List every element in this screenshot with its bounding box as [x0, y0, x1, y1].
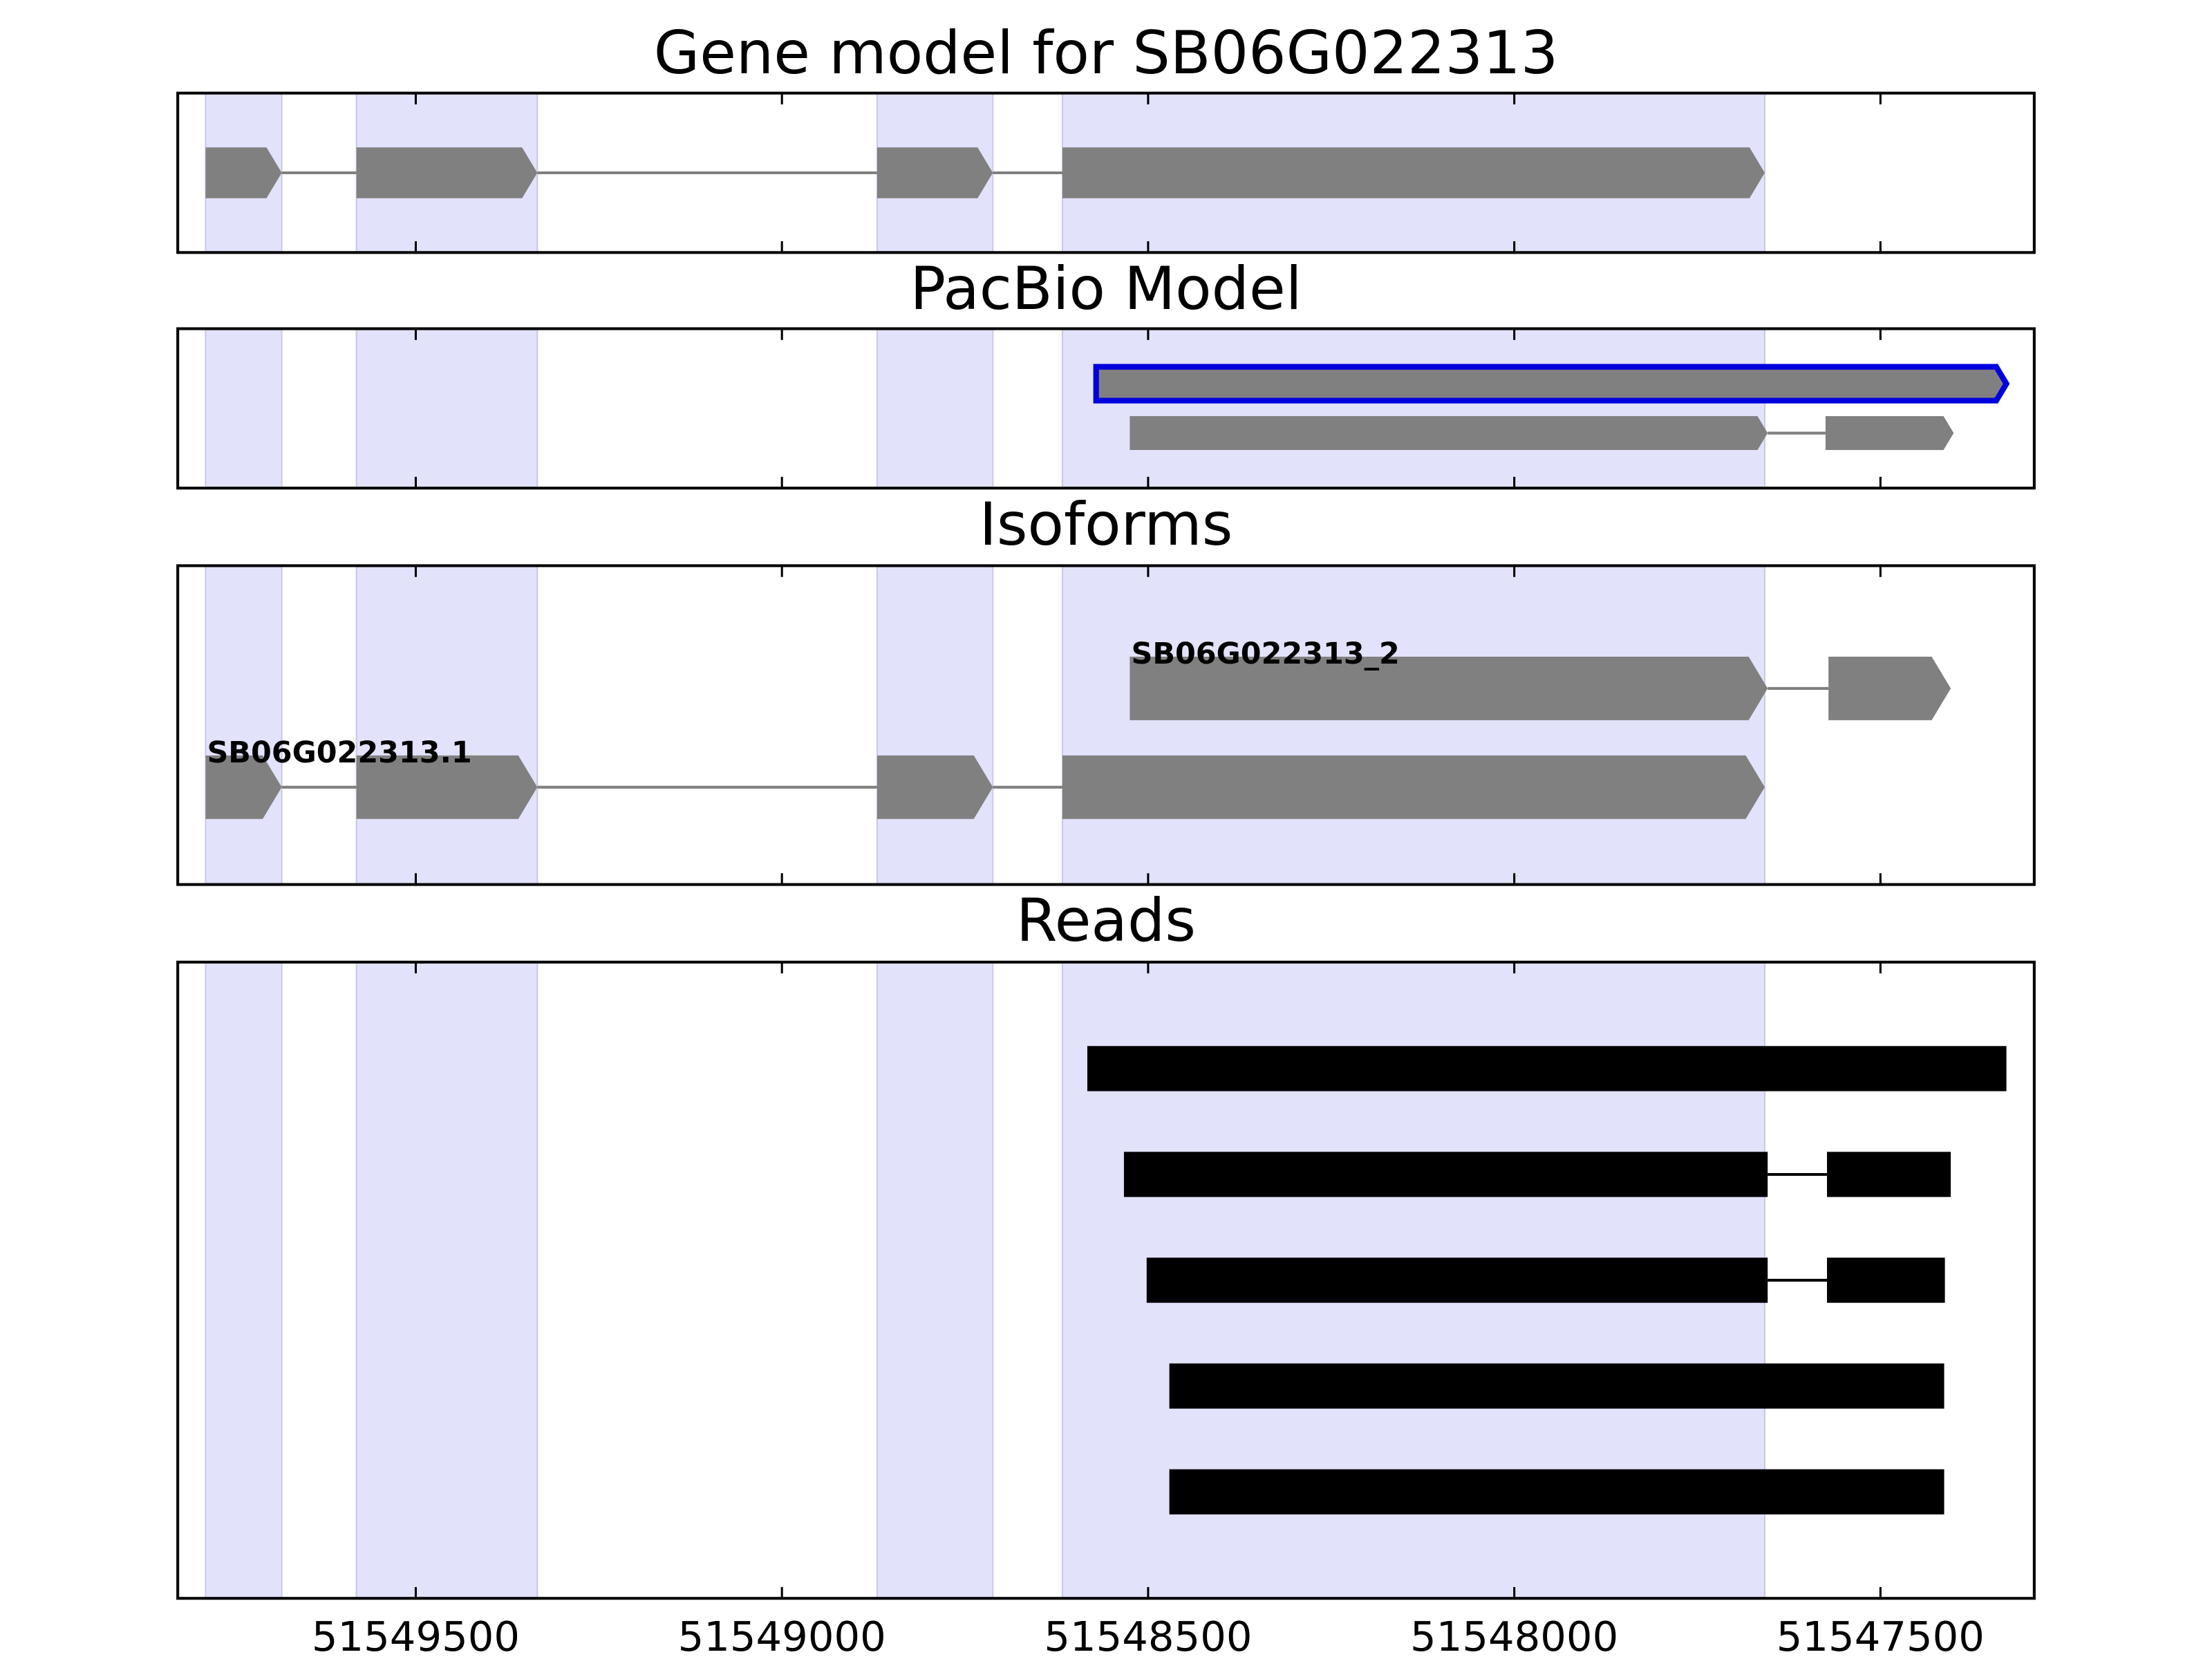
exon: [1062, 147, 1765, 198]
highlight-region: [205, 961, 283, 1600]
read-block: [1827, 1152, 1951, 1197]
panel-frame: [176, 564, 2036, 886]
highlight-region: [1061, 328, 1765, 489]
x-tick-label: 51548500: [1044, 1613, 1252, 1659]
highlight-region: [205, 565, 283, 885]
exon: [877, 755, 993, 819]
exon: [877, 147, 993, 198]
exon: [1825, 416, 1954, 451]
read-block: [1169, 1363, 1944, 1409]
exon: [1093, 364, 2010, 404]
highlight-region: [355, 328, 538, 489]
read-block: [1146, 1257, 1768, 1303]
highlight-region: [355, 565, 538, 885]
exon: [205, 147, 282, 198]
highlight-region: [876, 565, 994, 885]
exon: [205, 755, 282, 819]
isoform-label: SB06G022313_2: [1131, 637, 1399, 671]
x-tick-label: 51549000: [678, 1613, 886, 1659]
read-block: [1169, 1469, 1944, 1515]
exon: [356, 755, 538, 819]
panel-title: PacBio Model: [910, 254, 1302, 324]
isoform-label: SB06G022313.1: [207, 735, 471, 770]
panel-frame: [176, 91, 2036, 254]
exon: [1130, 657, 1768, 720]
exon: [1062, 755, 1765, 819]
panel-frame: [176, 960, 2036, 1600]
highlight-region: [876, 328, 994, 489]
x-tick-label: 51549500: [312, 1613, 520, 1659]
highlight-region: [205, 328, 283, 489]
exon: [1828, 657, 1951, 720]
highlight-region: [1061, 565, 1765, 885]
panel-frame: [176, 327, 2036, 490]
read-block: [1087, 1046, 2007, 1091]
read-block: [1827, 1257, 1945, 1303]
panel-title: Gene model for SB06G022313: [654, 19, 1558, 88]
panel-title: Isoforms: [980, 490, 1233, 559]
exon: [1130, 416, 1768, 451]
panel-title: Reads: [1016, 886, 1196, 955]
exon: [356, 147, 538, 198]
read-block: [1123, 1152, 1768, 1197]
highlight-region: [355, 961, 538, 1600]
x-tick-label: 51548000: [1410, 1613, 1618, 1659]
x-tick-label: 51547500: [1777, 1613, 1985, 1659]
highlight-region: [876, 961, 994, 1600]
